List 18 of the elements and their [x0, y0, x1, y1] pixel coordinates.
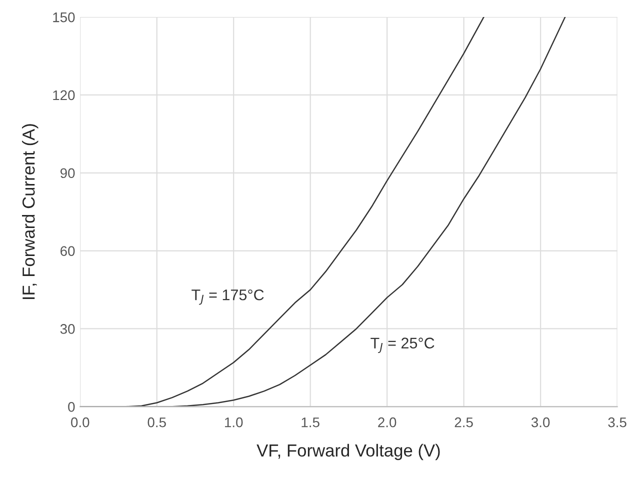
y-tick-label: 120	[53, 90, 75, 100]
x-tick-label: 2.0	[378, 417, 396, 428]
x-tick-label: 2.5	[454, 417, 473, 428]
series-label: T$_{J}$ = 25°C	[370, 338, 434, 353]
x-tick-label: 3.5	[608, 417, 626, 428]
x-tick-label: 0.5	[148, 417, 166, 428]
y-tick-label: 0	[68, 402, 75, 412]
y-tick-label: 90	[60, 168, 75, 178]
y-tick-label: 60	[60, 246, 75, 256]
x-axis-title: VF, Forward Voltage (V)	[256, 444, 440, 460]
y-tick-label: 30	[60, 324, 75, 334]
series-label: T$_{J}$ = 175°C	[192, 289, 264, 305]
x-tick-label: 3.0	[531, 417, 550, 428]
y-axis-title: IF, Forward Current (A)	[22, 124, 38, 299]
x-tick-label: 1.5	[302, 418, 320, 428]
x-tick-label: 1.0	[225, 417, 243, 428]
x-tick-label: 0.0	[71, 417, 90, 428]
y-tick-label: 150	[53, 12, 75, 22]
